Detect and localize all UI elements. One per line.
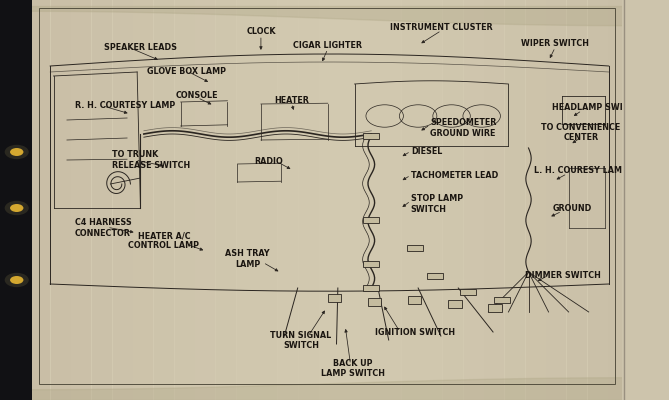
Bar <box>448 300 462 308</box>
Bar <box>361 0 381 400</box>
Text: SPEAKER LEADS: SPEAKER LEADS <box>104 44 177 52</box>
Bar <box>112 0 132 400</box>
Text: STOP LAMP
SWITCH: STOP LAMP SWITCH <box>411 194 463 214</box>
Bar <box>257 0 277 400</box>
Bar <box>484 0 504 400</box>
Bar <box>547 0 567 400</box>
Bar <box>526 0 546 400</box>
Bar <box>402 0 422 400</box>
Text: SPEEDOMETER
GROUND WIRE: SPEEDOMETER GROUND WIRE <box>430 118 496 138</box>
Circle shape <box>5 273 29 287</box>
Bar <box>298 0 318 400</box>
Text: HEATER A/C
CONTROL LAMP: HEATER A/C CONTROL LAMP <box>128 231 199 250</box>
FancyBboxPatch shape <box>30 0 629 400</box>
Bar <box>488 304 502 312</box>
Bar <box>340 0 360 400</box>
Bar <box>363 133 379 139</box>
Text: BACK UP
LAMP SWITCH: BACK UP LAMP SWITCH <box>321 359 385 378</box>
Bar <box>72 0 92 400</box>
Text: DIESEL: DIESEL <box>411 148 442 156</box>
Bar <box>363 217 379 223</box>
Bar <box>427 273 443 279</box>
Circle shape <box>10 204 23 212</box>
Circle shape <box>5 201 29 215</box>
Text: IGNITION SWITCH: IGNITION SWITCH <box>375 328 455 337</box>
Bar <box>629 0 649 400</box>
Bar <box>0 0 32 400</box>
Bar <box>608 0 628 400</box>
Bar <box>154 0 174 400</box>
Text: CONSOLE: CONSOLE <box>176 91 219 100</box>
Circle shape <box>10 148 23 156</box>
Bar <box>381 0 401 400</box>
Text: CIGAR LIGHTER: CIGAR LIGHTER <box>293 42 363 50</box>
Bar <box>363 261 379 267</box>
Bar <box>216 0 236 400</box>
Text: TO TRUNK
RELEASE SWITCH: TO TRUNK RELEASE SWITCH <box>112 150 191 170</box>
Bar <box>195 0 215 400</box>
Bar <box>363 285 379 291</box>
Bar <box>587 0 607 400</box>
Bar <box>494 297 510 303</box>
Bar <box>175 0 195 400</box>
Text: R. H. COURTESY LAMP: R. H. COURTESY LAMP <box>75 102 175 110</box>
Bar <box>39 8 615 384</box>
Bar <box>407 245 423 251</box>
Bar <box>133 0 153 400</box>
Text: CLOCK: CLOCK <box>246 28 276 36</box>
Bar <box>443 0 463 400</box>
Bar <box>422 0 442 400</box>
Text: INSTRUMENT CLUSTER: INSTRUMENT CLUSTER <box>390 23 493 32</box>
Bar <box>408 296 421 304</box>
Text: GROUND: GROUND <box>553 204 591 213</box>
Text: DIMMER SWITCH: DIMMER SWITCH <box>525 272 601 280</box>
Bar <box>368 298 381 306</box>
Text: GLOVE BOX LAMP: GLOVE BOX LAMP <box>147 68 226 76</box>
Text: WIPER SWITCH: WIPER SWITCH <box>521 40 589 48</box>
Bar <box>51 0 71 400</box>
Bar <box>328 294 341 302</box>
Text: TO CONVENIENCE
CENTER: TO CONVENIENCE CENTER <box>541 123 620 142</box>
Bar <box>626 0 669 400</box>
Bar <box>278 0 298 400</box>
Text: RADIO: RADIO <box>254 157 283 166</box>
Text: HEATER: HEATER <box>274 96 309 105</box>
Bar <box>460 289 476 295</box>
Bar <box>92 0 112 400</box>
Polygon shape <box>0 0 32 400</box>
Text: HEADLAMP SWITCH: HEADLAMP SWITCH <box>552 104 642 112</box>
Text: L. H. COURESY LAMP: L. H. COURESY LAMP <box>534 166 628 175</box>
Bar <box>622 0 669 400</box>
Bar <box>30 0 50 400</box>
Circle shape <box>10 276 23 284</box>
Bar <box>567 0 587 400</box>
Text: TURN SIGNAL
SWITCH: TURN SIGNAL SWITCH <box>270 331 332 350</box>
Bar <box>237 0 257 400</box>
Bar <box>505 0 525 400</box>
Bar <box>464 0 484 400</box>
Bar <box>319 0 339 400</box>
Bar <box>639 0 669 400</box>
Text: TACHOMETER LEAD: TACHOMETER LEAD <box>411 172 498 180</box>
Text: ASH TRAY
LAMP: ASH TRAY LAMP <box>225 250 270 269</box>
Text: C4 HARNESS
CONNECTOR: C4 HARNESS CONNECTOR <box>75 218 132 238</box>
Circle shape <box>5 145 29 159</box>
